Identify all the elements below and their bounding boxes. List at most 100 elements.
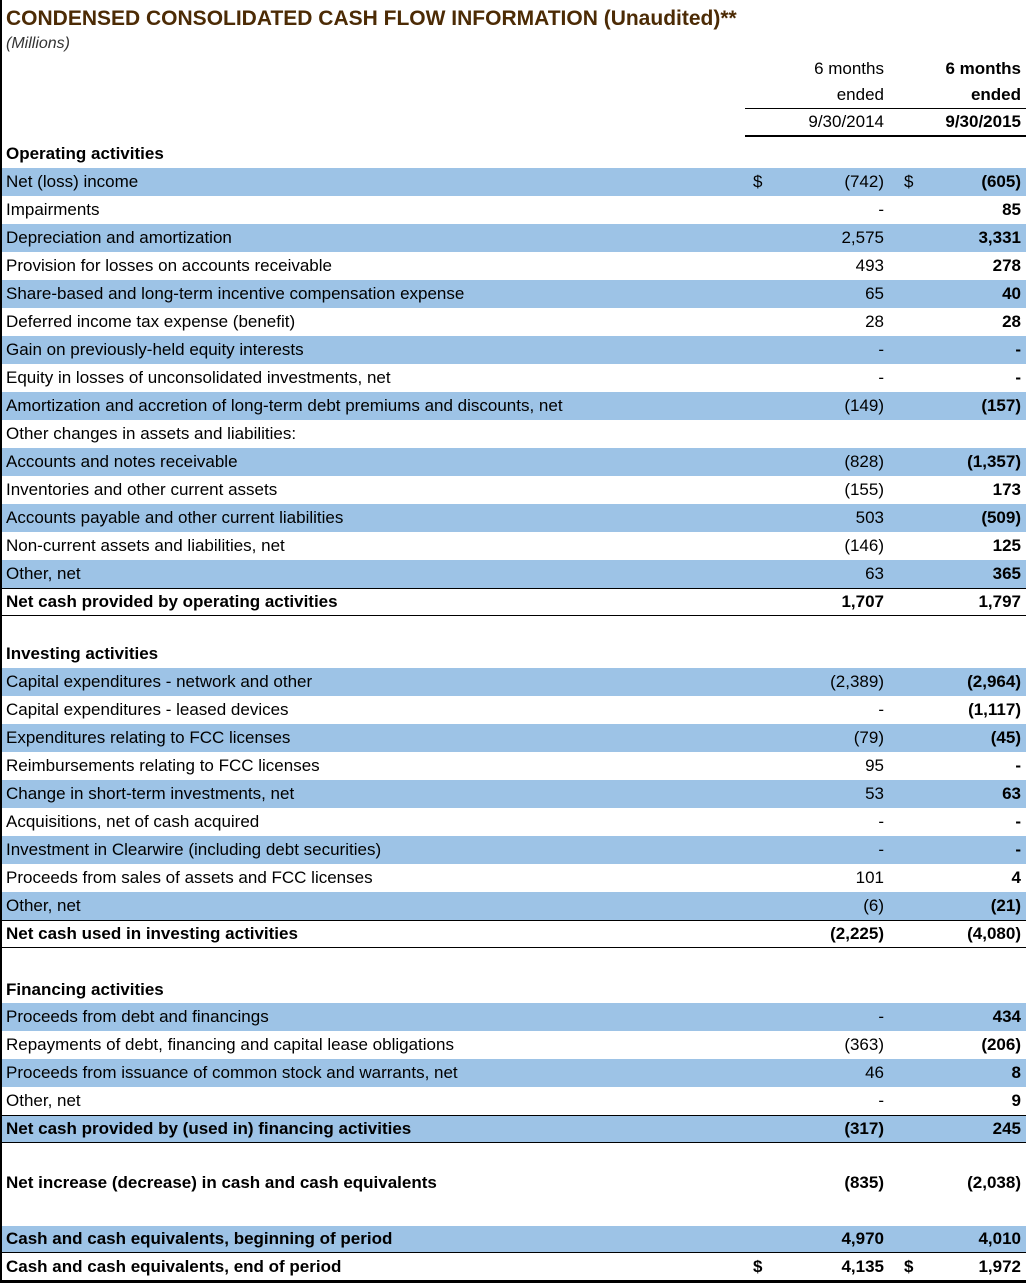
value-2015: (1,357) — [967, 452, 1021, 471]
total-row: Net cash provided by operating activitie… — [2, 588, 1026, 616]
value-2015: (206) — [981, 1035, 1021, 1054]
data-row: Investment in Clearwire (including debt … — [2, 836, 1026, 864]
row-label: Accounts payable and other current liabi… — [6, 508, 344, 527]
row-label: Proceeds from debt and financings — [6, 1007, 269, 1026]
column-headers: 6 months 6 months ended ended — [745, 56, 1026, 108]
value-2015: (2,038) — [967, 1173, 1021, 1192]
value-2014: (2,225) — [830, 924, 884, 943]
value-2014: 2,575 — [841, 228, 884, 247]
row-label: Operating activities — [6, 144, 164, 163]
data-row: Non-current assets and liabilities, net (… — [2, 532, 1026, 560]
value-2015: (2,964) — [967, 672, 1021, 691]
value-2014: (363) — [844, 1035, 884, 1054]
value-2015: (1,117) — [968, 700, 1021, 719]
value-2015: - — [1015, 756, 1021, 775]
value-2014: 95 — [865, 756, 884, 775]
row-label: Gain on previously-held equity interests — [6, 340, 304, 359]
value-2015: - — [1015, 368, 1021, 387]
total-row: Net cash provided by (used in) financing… — [2, 1115, 1026, 1143]
value-2015: 40 — [1002, 284, 1021, 303]
data-row: Depreciation and amortization 2,575 3,331 — [2, 224, 1026, 252]
value-2014: 503 — [855, 508, 884, 527]
value-2014: (146) — [844, 536, 884, 555]
value-2015: (605) — [981, 172, 1021, 191]
row-label: Depreciation and amortization — [6, 228, 232, 247]
period-header-2015-line1: 6 months — [945, 59, 1021, 78]
value-2014: 1,707 — [841, 592, 884, 611]
data-row: Deferred income tax expense (benefit) 28 2… — [2, 308, 1026, 336]
value-2014: 101 — [855, 868, 884, 887]
period-header-2014-line2: ended — [836, 85, 884, 104]
value-2015: 4 — [1011, 868, 1021, 887]
units-label: (Millions) — [6, 35, 70, 52]
value-2015: 245 — [992, 1119, 1021, 1138]
data-row: Reimbursements relating to FCC licenses 9… — [2, 752, 1026, 780]
data-row: Equity in losses of unconsolidated inves… — [2, 364, 1026, 392]
value-2014: - — [878, 1091, 884, 1110]
section-header-row: Investing activities — [2, 640, 1026, 668]
value-2014: 63 — [865, 564, 884, 583]
value-2014: 65 — [865, 284, 884, 303]
row-label: Other, net — [6, 564, 81, 583]
row-label: Net (loss) income — [6, 172, 139, 191]
data-row: Repayments of debt, financing and capita… — [2, 1031, 1026, 1059]
table-rows: Operating activities Net (loss) income $ (7… — [2, 140, 1026, 1283]
row-label: Other, net — [6, 1091, 81, 1110]
data-row: Other changes in assets and liabilities: — [2, 420, 1026, 448]
data-row: Acquisitions, net of cash acquired - - — [2, 808, 1026, 836]
dollar-sign: $ — [904, 1256, 914, 1276]
value-2015: 365 — [992, 564, 1021, 583]
data-row: Proceeds from sales of assets and FCC li… — [2, 864, 1026, 892]
dollar-sign: $ — [753, 172, 763, 191]
value-2015: - — [1015, 812, 1021, 831]
value-2015: 63 — [1002, 784, 1021, 803]
data-row: Cash and cash equivalents, end of period… — [2, 1253, 1026, 1283]
row-label: Acquisitions, net of cash acquired — [6, 812, 260, 831]
spacer-row — [2, 616, 1026, 640]
value-2014: 46 — [865, 1063, 884, 1082]
row-label: Change in short-term investments, net — [6, 784, 295, 803]
row-label: Proceeds from issuance of common stock a… — [6, 1063, 458, 1082]
value-2015: 85 — [1002, 200, 1021, 219]
row-label: Proceeds from sales of assets and FCC li… — [6, 868, 373, 887]
value-2014: (155) — [844, 480, 884, 499]
row-label: Non-current assets and liabilities, net — [6, 536, 285, 555]
value-2014: (835) — [844, 1173, 884, 1192]
value-2014: - — [878, 200, 884, 219]
value-2014: - — [878, 1007, 884, 1026]
value-2014: - — [878, 700, 884, 719]
value-2015: - — [1015, 840, 1021, 859]
value-2014: (828) — [844, 452, 884, 471]
row-label: Amortization and accretion of long-term … — [6, 396, 563, 415]
value-2014: (149) — [844, 396, 884, 415]
row-label: Other, net — [6, 896, 81, 915]
page-title: CONDENSED CONSOLIDATED CASH FLOW INFORMA… — [6, 7, 737, 30]
row-label: Other changes in assets and liabilities: — [6, 424, 297, 443]
row-label: Accounts and notes receivable — [6, 452, 238, 471]
value-2015: 173 — [992, 480, 1021, 499]
row-label: Repayments of debt, financing and capita… — [6, 1035, 454, 1054]
value-2015: 28 — [1002, 312, 1021, 331]
data-row: Amortization and accretion of long-term … — [2, 392, 1026, 420]
value-2014: (317) — [844, 1119, 884, 1138]
value-2015: 4,010 — [978, 1229, 1021, 1248]
row-label: Impairments — [6, 200, 100, 219]
section-header-row: Operating activities — [2, 140, 1026, 168]
value-2014: (2,389) — [830, 672, 884, 691]
data-row: Cash and cash equivalents, beginning of … — [2, 1226, 1026, 1253]
row-label: Expenditures relating to FCC licenses — [6, 728, 291, 747]
value-2015: 1,972 — [978, 1256, 1021, 1276]
row-label: Financing activities — [6, 979, 164, 999]
date-headers: 9/30/2014 9/30/2015 — [745, 108, 1026, 137]
value-2015: - — [1015, 340, 1021, 359]
value-2014: (79) — [853, 728, 884, 747]
row-label: Net cash provided by operating activitie… — [6, 592, 338, 611]
data-row: Inventories and other current assets (155… — [2, 476, 1026, 504]
row-label: Provision for losses on accounts receiva… — [6, 256, 332, 275]
data-row: Proceeds from issuance of common stock a… — [2, 1059, 1026, 1087]
row-label: Equity in losses of unconsolidated inves… — [6, 368, 391, 387]
data-row: Impairments - 85 — [2, 196, 1026, 224]
data-row: Accounts payable and other current liabi… — [2, 504, 1026, 532]
date-header-2015: 9/30/2015 — [945, 112, 1021, 131]
